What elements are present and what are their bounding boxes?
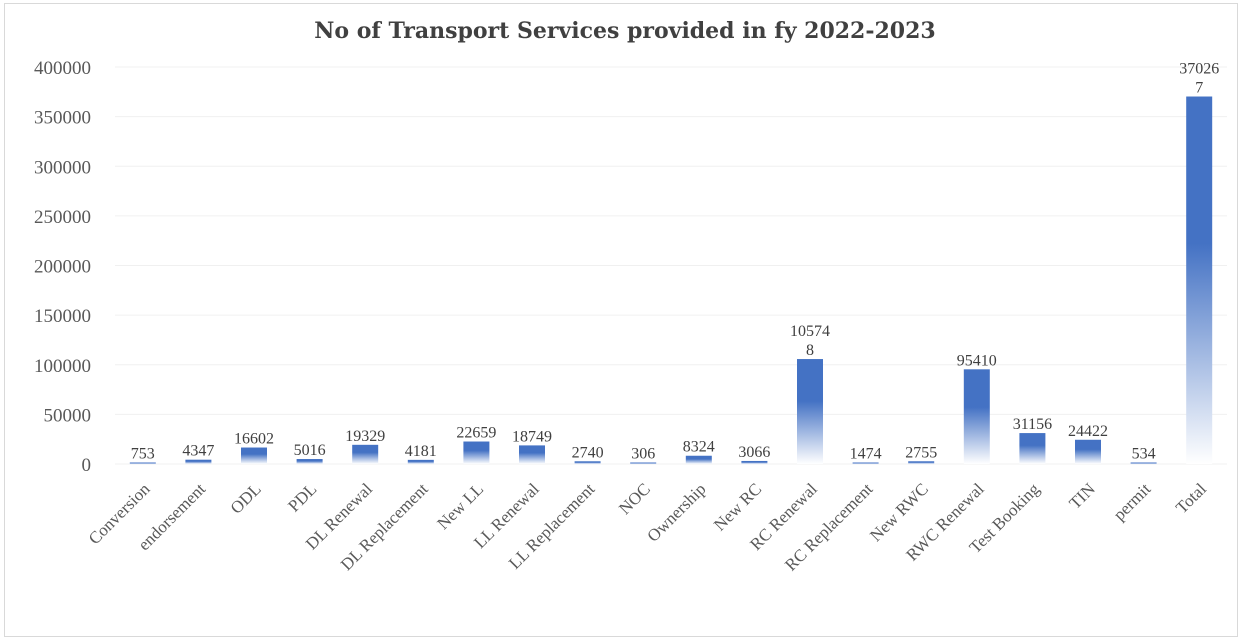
y-axis-ticks: 0 50000 100000 150000 200000 250000 300000 3500… — [34, 58, 91, 476]
data-label: 16602 — [234, 431, 274, 448]
bar — [741, 460, 768, 464]
bar — [1130, 462, 1157, 464]
y-tick-label: 350000 — [34, 108, 91, 129]
data-label: 19329 — [345, 428, 385, 445]
bar — [1186, 96, 1213, 464]
y-tick-label: 150000 — [34, 306, 91, 327]
bar — [908, 461, 935, 464]
bar — [852, 462, 879, 464]
data-labels: 753 4347 16602 5016 19329 4181 22659 18749 2740 3… — [131, 61, 1219, 463]
category-label: Total — [1172, 479, 1210, 517]
bar — [407, 459, 434, 464]
bar — [1075, 439, 1101, 464]
data-label: 3066 — [738, 444, 770, 461]
bar — [241, 447, 267, 464]
bar — [185, 459, 212, 464]
bars — [129, 96, 1213, 464]
bar — [963, 369, 990, 464]
data-label: 8 — [806, 342, 814, 359]
bar — [685, 455, 712, 464]
data-label: 24422 — [1068, 423, 1108, 440]
bar — [129, 462, 156, 464]
data-label: 753 — [131, 446, 155, 463]
chart-frame: No of Transport Services provided in fy … — [4, 3, 1238, 637]
category-label: New LL — [433, 479, 487, 533]
bar — [463, 441, 490, 464]
gridlines — [115, 66, 1227, 465]
bar — [797, 359, 823, 464]
y-tick-label: 50000 — [44, 405, 92, 426]
bar — [296, 459, 323, 464]
bar — [352, 444, 379, 464]
bar-chart: No of Transport Services provided in fy … — [34, 18, 1227, 575]
data-label: 534 — [1132, 446, 1156, 463]
data-label: 10574 — [790, 323, 830, 340]
data-label: 31156 — [1013, 416, 1052, 433]
data-label: 22659 — [456, 425, 496, 442]
data-label: 5016 — [294, 442, 326, 459]
category-label: PDL — [284, 479, 320, 515]
y-tick-label: 250000 — [34, 207, 91, 228]
bar — [574, 461, 601, 464]
y-tick-label: 200000 — [34, 257, 91, 278]
category-label: NOC — [615, 479, 654, 518]
data-label: 18749 — [512, 428, 552, 445]
data-label: 306 — [631, 446, 655, 463]
y-tick-label: 0 — [82, 455, 92, 476]
y-tick-label: 400000 — [34, 58, 91, 79]
data-label: 37026 — [1179, 61, 1219, 78]
y-tick-label: 100000 — [34, 356, 91, 377]
category-label: ODL — [227, 479, 265, 517]
data-label: 95410 — [957, 352, 997, 369]
category-label: Ownership — [643, 479, 709, 545]
chart-title: No of Transport Services provided in fy … — [314, 18, 935, 44]
bar — [1019, 433, 1046, 464]
bar — [519, 445, 545, 464]
data-label: 7 — [1195, 80, 1203, 97]
data-label: 2740 — [572, 444, 604, 461]
category-label: permit — [1110, 479, 1155, 524]
data-label: 1474 — [850, 446, 882, 463]
y-tick-label: 300000 — [34, 157, 91, 178]
category-label: New RC — [710, 479, 765, 534]
data-label: 2755 — [905, 444, 937, 461]
category-label: TIN — [1065, 479, 1098, 512]
data-label: 8324 — [683, 439, 715, 456]
data-label: 4347 — [182, 443, 214, 460]
data-label: 4181 — [405, 443, 437, 460]
bar — [630, 462, 657, 464]
